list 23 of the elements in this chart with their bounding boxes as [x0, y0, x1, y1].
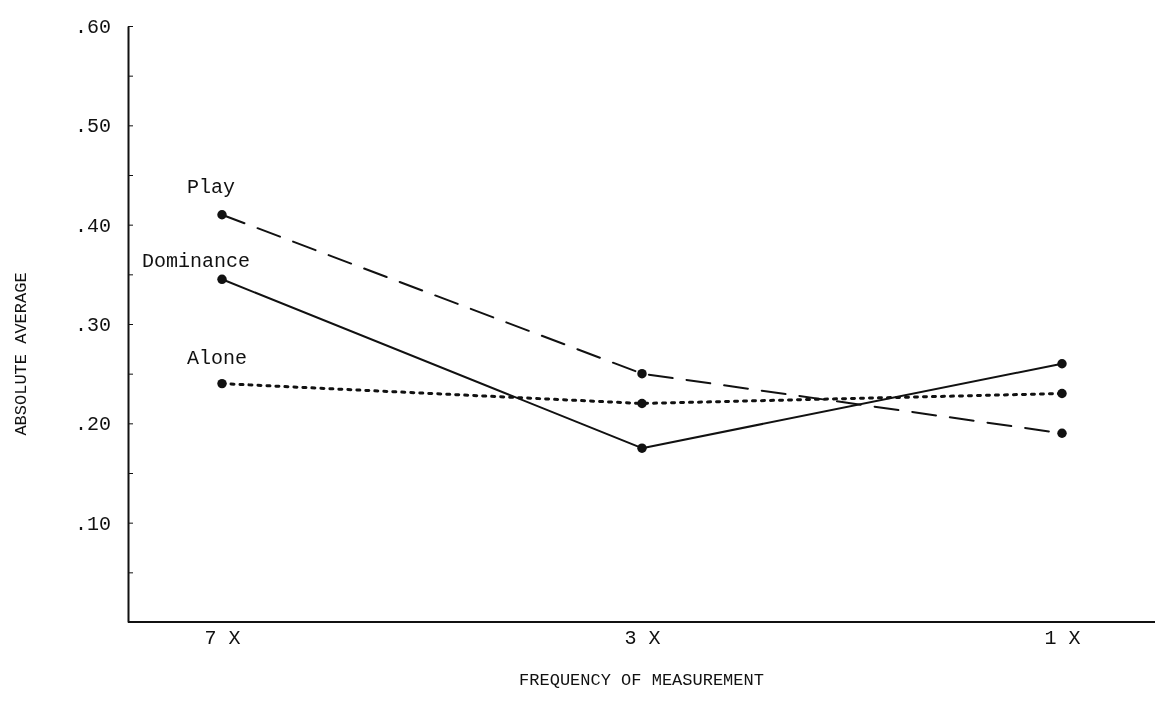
point [1057, 388, 1067, 399]
point [217, 378, 227, 389]
y-tick-label: .10 [74, 512, 112, 536]
x-tick-label: 3 X [624, 627, 661, 651]
series-label: Dominance [142, 250, 251, 274]
x-tick-label: 1 X [1044, 627, 1081, 651]
point [637, 443, 647, 453]
y-tick-label: .40 [74, 214, 112, 238]
point [637, 398, 647, 409]
point [217, 210, 227, 220]
x-axis-title: FREQUENCY OF MEASUREMENT [519, 671, 764, 690]
y-axis-title: ABSOLUTE AVERAGE [12, 272, 31, 436]
y-tick-label: .60 [74, 15, 112, 39]
point [1057, 359, 1067, 369]
y-tick-label: .20 [74, 413, 112, 437]
point [217, 274, 227, 285]
y-tick-label: .50 [74, 115, 112, 139]
point [1057, 428, 1067, 438]
y-tick-label: .30 [74, 313, 112, 337]
point [637, 368, 647, 379]
series-label: Play [187, 175, 236, 199]
series-label: Alone [187, 346, 248, 370]
x-tick-label: 7 X [204, 627, 241, 651]
